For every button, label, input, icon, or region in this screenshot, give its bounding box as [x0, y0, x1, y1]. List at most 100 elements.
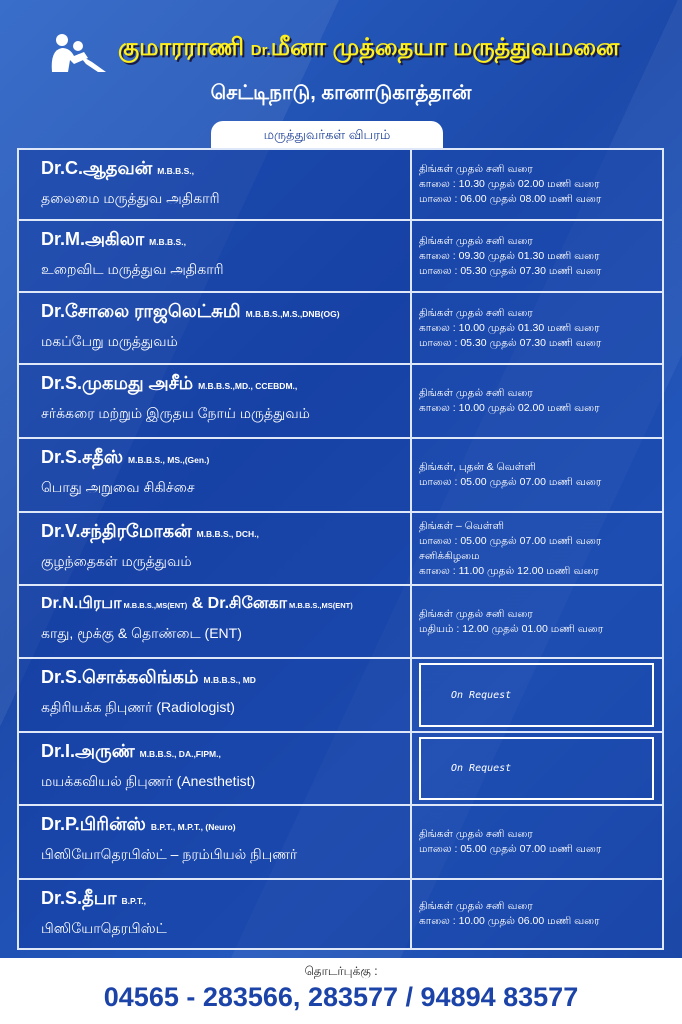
doctors-table: Dr.C.ஆதவன் M.B.B.S., தலைமை மருத்துவ அதிகார… — [17, 148, 664, 950]
doctor-name: Dr.S.சொக்கலிங்கம் M.B.B.S., MD — [41, 663, 404, 694]
doctor-name-text: Dr.M.அகிலா — [41, 229, 145, 249]
doctor-name-text: Dr.S.சொக்கலிங்கம் — [41, 667, 199, 687]
contact-label: தொடர்புக்கு : — [304, 964, 378, 978]
doctor-name-text: Dr.N.பிரபா — [41, 595, 122, 612]
doctor-info: Dr.P.பிரின்ஸ் B.P.T., M.P.T., (Neuro) பிஸி… — [19, 806, 412, 878]
schedule-line: சனிக்கிழமை — [419, 549, 480, 562]
doctor-qualification: M.B.B.S.,MD., CCEBDM., — [198, 381, 298, 391]
doctor-qualification: M.B.B.S., — [157, 166, 195, 176]
doctor-name: Dr.S.சதீஸ் M.B.B.S., MS.,(Gen.) — [41, 443, 404, 474]
doctor-schedule: திங்கள் முதல் சனி வரை காலை : 09.30 முதல் … — [412, 221, 662, 291]
doctor-qualification: M.B.B.S., MS.,(Gen.) — [128, 455, 210, 465]
title-part1: குமாரராணி — [118, 34, 245, 61]
doctor-qualification: M.B.B.S.,MS(ENT) — [123, 601, 188, 610]
doctor-name-text: Dr.சோலை ராஜலெட்சுமி — [41, 301, 241, 321]
schedule-line: மாலை : 05.00 முதல் 07.00 மணி வரை — [419, 843, 602, 855]
schedule-line: காலை : 10.00 முதல் 02.00 மணி வரை — [419, 402, 600, 414]
schedule-line: திங்கள் முதல் சனி வரை — [419, 306, 533, 319]
location: செட்டிநாடு, கானாடுகாத்தான் — [210, 82, 472, 104]
doctor-name: Dr.S.முகமது அசீம் M.B.B.S.,MD., CCEBDM., — [41, 369, 404, 400]
schedule-line: திங்கள் முதல் சனி வரை — [419, 387, 533, 399]
doctor-row: Dr.S.சதீஸ் M.B.B.S., MS.,(Gen.) பொது அறுவை… — [19, 439, 662, 513]
doctor-row: Dr.N.பிரபா M.B.B.S.,MS(ENT) & Dr.சினேகா M.… — [19, 586, 662, 659]
schedule-line: மாலை : 05.00 முதல் 07.00 மணி வரை — [419, 476, 602, 488]
header: குமாரராணி Dr.மீனா முத்தையா மருத்துவமனை ச… — [0, 28, 682, 118]
doctor-specialty: பிஸியோதெரபிஸ்ட் — [41, 920, 167, 936]
doctor-info: Dr.V.சந்திரமோகன் M.B.B.S., DCH., குழந்தைகள… — [19, 513, 412, 584]
schedule-line: மாலை : 06.00 முதல் 08.00 மணி வரை — [419, 193, 602, 205]
title-dr: Dr. — [250, 42, 271, 59]
doctor-info: Dr.I.அருண் M.B.B.S., DA.,FIPM., மயக்கவியல்… — [19, 733, 412, 804]
doctor-row: Dr.P.பிரின்ஸ் B.P.T., M.P.T., (Neuro) பிஸி… — [19, 806, 662, 880]
doctor-name: Dr.S.தீபா B.P.T., — [41, 884, 404, 915]
schedule-line: திங்கள் முதல் சனி வரை — [419, 234, 533, 247]
doctor-name-text: Dr.P.பிரின்ஸ் — [41, 814, 146, 834]
doctor-info: Dr.S.முகமது அசீம் M.B.B.S.,MD., CCEBDM., ச… — [19, 365, 412, 437]
doctor-name: Dr.M.அகிலா M.B.B.S., — [41, 225, 404, 256]
footer: தொடர்புக்கு : 04565 - 283566, 283577 / 9… — [0, 958, 682, 1024]
doctor-schedule: திங்கள், புதன் & வெள்ளி மாலை : 05.00 முதல… — [412, 439, 662, 511]
schedule-line: காலை : 10.00 முதல் 01.30 மணி வரை — [419, 321, 600, 334]
doctor-info: Dr.சோலை ராஜலெட்சுமி M.B.B.S.,M.S.,DNB(OG)… — [19, 293, 412, 363]
doctor-specialty: சர்க்கரை மற்றும் இருதய நோய் மருத்துவம் — [41, 405, 310, 421]
doctor-specialty: தலைமை மருத்துவ அதிகாரி — [41, 190, 220, 206]
doctor-row: Dr.சோலை ராஜலெட்சுமி M.B.B.S.,M.S.,DNB(OG)… — [19, 293, 662, 365]
schedule-line: மாலை : 05.30 முதல் 07.30 மணி வரை — [419, 336, 602, 349]
doctor-row: Dr.S.முகமது அசீம் M.B.B.S.,MD., CCEBDM., ச… — [19, 365, 662, 439]
doctor-schedule: திங்கள் முதல் சனி வரை காலை : 10.00 முதல் … — [412, 365, 662, 437]
schedule-line: திங்கள் – வெள்ளி — [419, 519, 504, 532]
doctor-name: Dr.N.பிரபா M.B.B.S.,MS(ENT) & Dr.சினேகா M.… — [41, 590, 404, 620]
doctor-row: Dr.S.சொக்கலிங்கம் M.B.B.S., MD கதிரியக்க ந… — [19, 659, 662, 733]
hospital-name: குமாரராணி Dr.மீனா முத்தையா மருத்துவமனை — [118, 34, 638, 65]
doctor-name-text: Dr.S.முகமது அசீம் — [41, 373, 194, 393]
doctor-name-text: Dr.S.தீபா — [41, 888, 117, 908]
schedule-line: மதியம் : 12.00 முதல் 01.00 மணி வரை — [419, 622, 604, 635]
doctor-name-text: Dr.C.ஆதவன் — [41, 158, 153, 178]
doctor-name: Dr.P.பிரின்ஸ் B.P.T., M.P.T., (Neuro) — [41, 810, 404, 841]
doctor-qualification-2: M.B.B.S.,MS(ENT) — [289, 601, 353, 610]
doctor-specialty: மயக்கவியல் நிபுணர் (Anesthetist) — [41, 773, 256, 789]
on-request-box: On Request — [419, 663, 654, 727]
on-request-box: On Request — [419, 737, 654, 800]
doctor-row: Dr.M.அகிலா M.B.B.S., உறைவிட மருத்துவ அதிகா… — [19, 221, 662, 293]
doctor-schedule: திங்கள் முதல் சனி வரை காலை : 10.00 முதல் … — [412, 293, 662, 363]
doctor-specialty: குழந்தைகள் மருத்துவம் — [41, 553, 192, 569]
doctor-name: Dr.சோலை ராஜலெட்சுமி M.B.B.S.,M.S.,DNB(OG) — [41, 297, 404, 328]
doctor-name-text: Dr.S.சதீஸ் — [41, 447, 124, 467]
schedule-line: திங்கள் முதல் சனி வரை — [419, 828, 533, 840]
doctor-specialty: காது, மூக்கு & தொண்டை (ENT) — [41, 625, 242, 641]
doctor-name-text: Dr.I.அருண் — [41, 741, 135, 761]
schedule-line: காலை : 11.00 முதல் 12.00 மணி வரை — [419, 564, 599, 577]
doctor-name: Dr.V.சந்திரமோகன் M.B.B.S., DCH., — [41, 517, 404, 548]
doctor-name: Dr.C.ஆதவன் M.B.B.S., — [41, 154, 404, 185]
doctor-qualification: M.B.B.S., — [149, 237, 186, 247]
doctor-info: Dr.C.ஆதவன் M.B.B.S., தலைமை மருத்துவ அதிகார… — [19, 150, 412, 219]
doctor-info: Dr.S.சொக்கலிங்கம் M.B.B.S., MD கதிரியக்க ந… — [19, 659, 412, 731]
doctor-qualification: M.B.B.S.,M.S.,DNB(OG) — [245, 309, 340, 319]
doctor-row: Dr.V.சந்திரமோகன் M.B.B.S., DCH., குழந்தைகள… — [19, 513, 662, 586]
doctor-name: Dr.I.அருண் M.B.B.S., DA.,FIPM., — [41, 737, 404, 768]
title-part2: மீனா முத்தையா மருத்துவமனை — [270, 34, 620, 61]
schedule-line: காலை : 10.00 முதல் 06.00 மணி வரை — [419, 915, 600, 927]
doctor-schedule: திங்கள் முதல் சனி வரை மதியம் : 12.00 முதல… — [412, 586, 662, 657]
doctor-schedule: திங்கள் முதல் சனி வரை காலை : 10.30 முதல் … — [412, 150, 662, 219]
doctor-info: Dr.S.சதீஸ் M.B.B.S., MS.,(Gen.) பொது அறுவை… — [19, 439, 412, 511]
doctor-row: Dr.I.அருண் M.B.B.S., DA.,FIPM., மயக்கவியல்… — [19, 733, 662, 806]
phone-numbers: 04565 - 283566, 283577 / 94894 83577 — [103, 982, 579, 1012]
schedule-line: காலை : 10.30 முதல் 02.00 மணி வரை — [419, 178, 600, 190]
doctor-qualification: M.B.B.S., MD — [203, 675, 256, 685]
doctor-specialty: உறைவிட மருத்துவ அதிகாரி — [41, 261, 224, 277]
schedule-line: மாலை : 05.30 முதல் 07.30 மணி வரை — [419, 264, 602, 277]
doctor-specialty: பிஸியோதெரபிஸ்ட் – நரம்பியல் நிபுணர் — [41, 846, 298, 862]
doctor-schedule: On Request — [412, 733, 662, 804]
doctor-schedule: திங்கள் – வெள்ளி மாலை : 05.00 முதல் 07.00… — [412, 513, 662, 584]
doctor-qualification: M.B.B.S., DA.,FIPM., — [139, 749, 221, 759]
doctor-row: Dr.S.தீபா B.P.T., பிஸியோதெரபிஸ்ட் திங்கள் ம… — [19, 880, 662, 948]
schedule-line: திங்கள் முதல் சனி வரை — [419, 900, 533, 912]
doctor-specialty: பொது அறுவை சிகிச்சை — [41, 479, 195, 495]
doctor-schedule: On Request — [412, 659, 662, 731]
doctor-name-text: Dr.V.சந்திரமோகன் — [41, 521, 192, 541]
mother-child-logo-icon — [51, 34, 106, 72]
doctor-qualification: M.B.B.S., DCH., — [196, 529, 259, 539]
doctor-qualification: B.P.T., M.P.T., (Neuro) — [150, 822, 236, 832]
